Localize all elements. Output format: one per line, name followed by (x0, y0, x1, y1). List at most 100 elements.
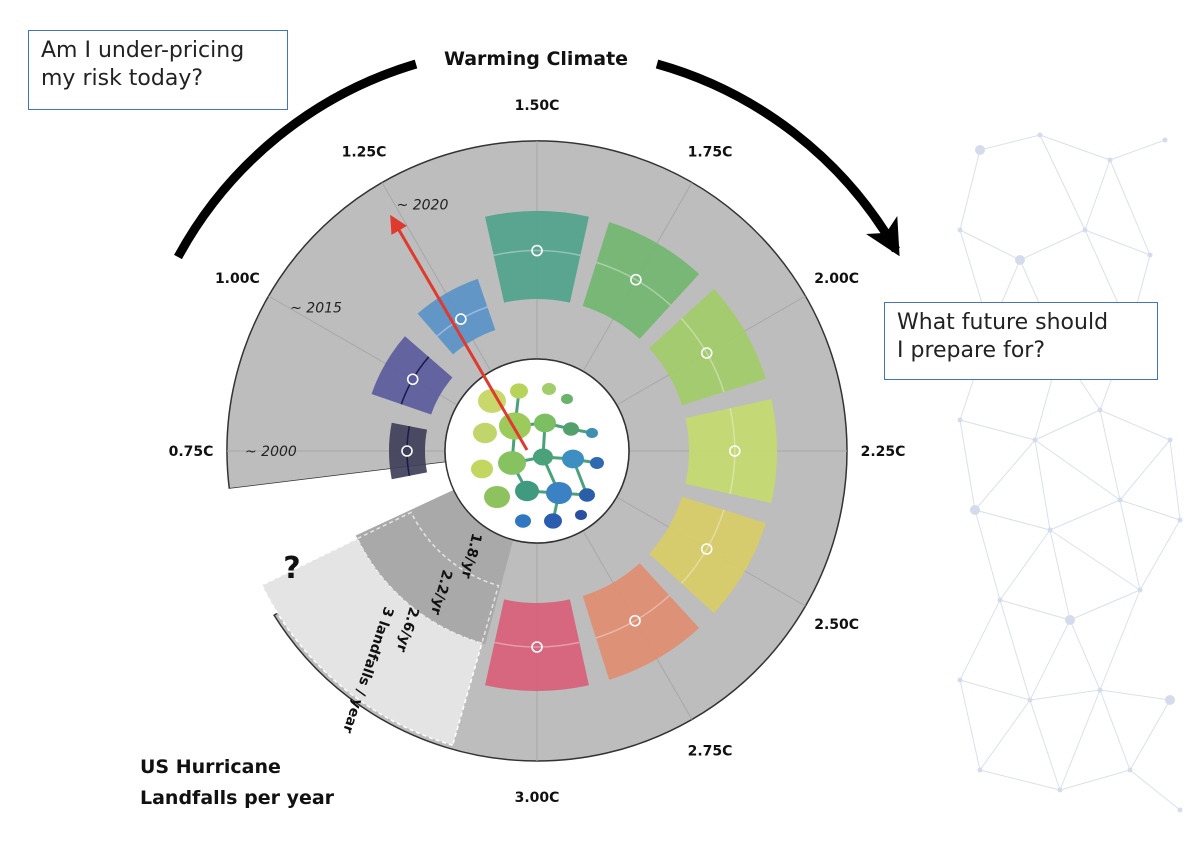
risk-question-callout: Am I under-pricing my risk today? (28, 30, 288, 110)
segment-value-dot (401, 445, 413, 457)
network-edge (1059, 689, 1101, 791)
network-edge (1049, 529, 1141, 591)
warming-segment (649, 496, 766, 614)
network-edge (1059, 769, 1131, 791)
network-node (1015, 255, 1025, 265)
network-node (957, 417, 963, 423)
warming-segments (371, 211, 778, 692)
segment-value-dot (406, 373, 419, 386)
network-node (1177, 517, 1183, 523)
segment-median-line (729, 408, 736, 494)
network-edge (1084, 229, 1151, 256)
segment-median-line (680, 509, 725, 584)
network-edge (1034, 439, 1051, 531)
network-edge (999, 599, 1031, 701)
segment-median-line (596, 261, 672, 306)
network-node (1097, 687, 1103, 693)
network-edge (979, 699, 1031, 771)
logo-node (562, 449, 584, 469)
network-edge (979, 134, 1041, 151)
network-edge (1099, 409, 1171, 441)
network-edge (959, 599, 1001, 681)
network-edge (1099, 589, 1141, 691)
segment-value-dot (531, 244, 543, 257)
network-edge (1069, 589, 1141, 621)
risk-question-line-1: Am I under-pricing (41, 38, 245, 63)
network-edge (999, 599, 1071, 621)
logo-node (533, 448, 553, 466)
network-edge (1109, 159, 1151, 256)
network-node (1107, 157, 1113, 163)
segment-value-dot (531, 641, 543, 653)
network-node (1165, 695, 1175, 705)
network-edge (1034, 439, 1121, 501)
network-node (1162, 137, 1168, 143)
year-label: ~ 2020 (397, 197, 449, 213)
network-background-decoration (957, 132, 1183, 813)
logo-node (498, 451, 526, 475)
network-node (1147, 252, 1153, 258)
warming-arc-left (174, 59, 418, 260)
warming-segment (485, 211, 589, 303)
warming-level-label: 2.25C (861, 444, 906, 460)
network-node (1127, 767, 1133, 773)
warming-level-labels: 0.75C 1.00C 1.25C 1.50C 1.75C 2.00C 2.25C 2.50C… (169, 98, 906, 806)
network-edge (974, 509, 1051, 531)
logo-node (478, 389, 506, 413)
network-edge (1049, 529, 1071, 621)
warming-segment (582, 563, 700, 680)
logo-node (473, 422, 497, 444)
logo-node (471, 459, 493, 479)
segment-median-line (493, 249, 581, 257)
network-edge (1129, 769, 1181, 811)
logo-node (534, 413, 556, 433)
warming-level-label: 1.00C (215, 271, 260, 287)
network-node (975, 145, 985, 155)
warming-segment (685, 399, 778, 503)
segment-value-dot (700, 543, 713, 555)
globe-network-logo-icon (471, 383, 604, 529)
network-edge (959, 679, 1031, 701)
logo-node (542, 383, 556, 395)
network-edge (1119, 499, 1181, 521)
warming-level-label: 1.50C (515, 98, 560, 114)
logo-node (499, 412, 531, 440)
hurricane-landfalls-title: US Hurricane Landfalls per year (140, 752, 334, 814)
segment-value-dot (700, 347, 713, 359)
future-sector-dark (355, 489, 514, 645)
logo-node (561, 393, 573, 405)
logo-node (575, 509, 587, 521)
logo-node (586, 427, 598, 439)
risk-question-line-2: my risk today? (41, 66, 204, 91)
logo-node (546, 481, 572, 505)
network-node (997, 597, 1003, 603)
network-edge (1039, 134, 1111, 161)
network-edge (1099, 689, 1131, 771)
network-edge (1039, 134, 1086, 231)
segment-median-line (680, 318, 725, 393)
future-question-callout: What future should I prepare for? (884, 302, 1158, 380)
warming-arc-right-arrow (655, 59, 900, 257)
network-edge (1099, 409, 1121, 501)
unknown-question-mark: ? (283, 551, 300, 586)
warming-segment (649, 288, 766, 406)
segment-value-dot (455, 313, 467, 325)
network-edge (1029, 699, 1061, 791)
network-edge (1119, 439, 1171, 501)
warming-level-label: 0.75C (169, 444, 214, 460)
network-edge (1109, 139, 1166, 161)
network-edge (1119, 499, 1141, 591)
network-edge (1049, 499, 1121, 531)
year-label: ~ 2015 (290, 300, 342, 316)
logo-node (544, 513, 562, 529)
warming-level-label: 2.50C (814, 617, 859, 633)
warming-segment (485, 599, 589, 692)
logo-node (590, 457, 604, 469)
network-edge (1019, 229, 1086, 261)
network-edge (1029, 689, 1101, 701)
network-node (1047, 527, 1053, 533)
network-edge (959, 679, 981, 771)
segment-median-line (494, 641, 580, 648)
network-edge (1139, 519, 1181, 591)
